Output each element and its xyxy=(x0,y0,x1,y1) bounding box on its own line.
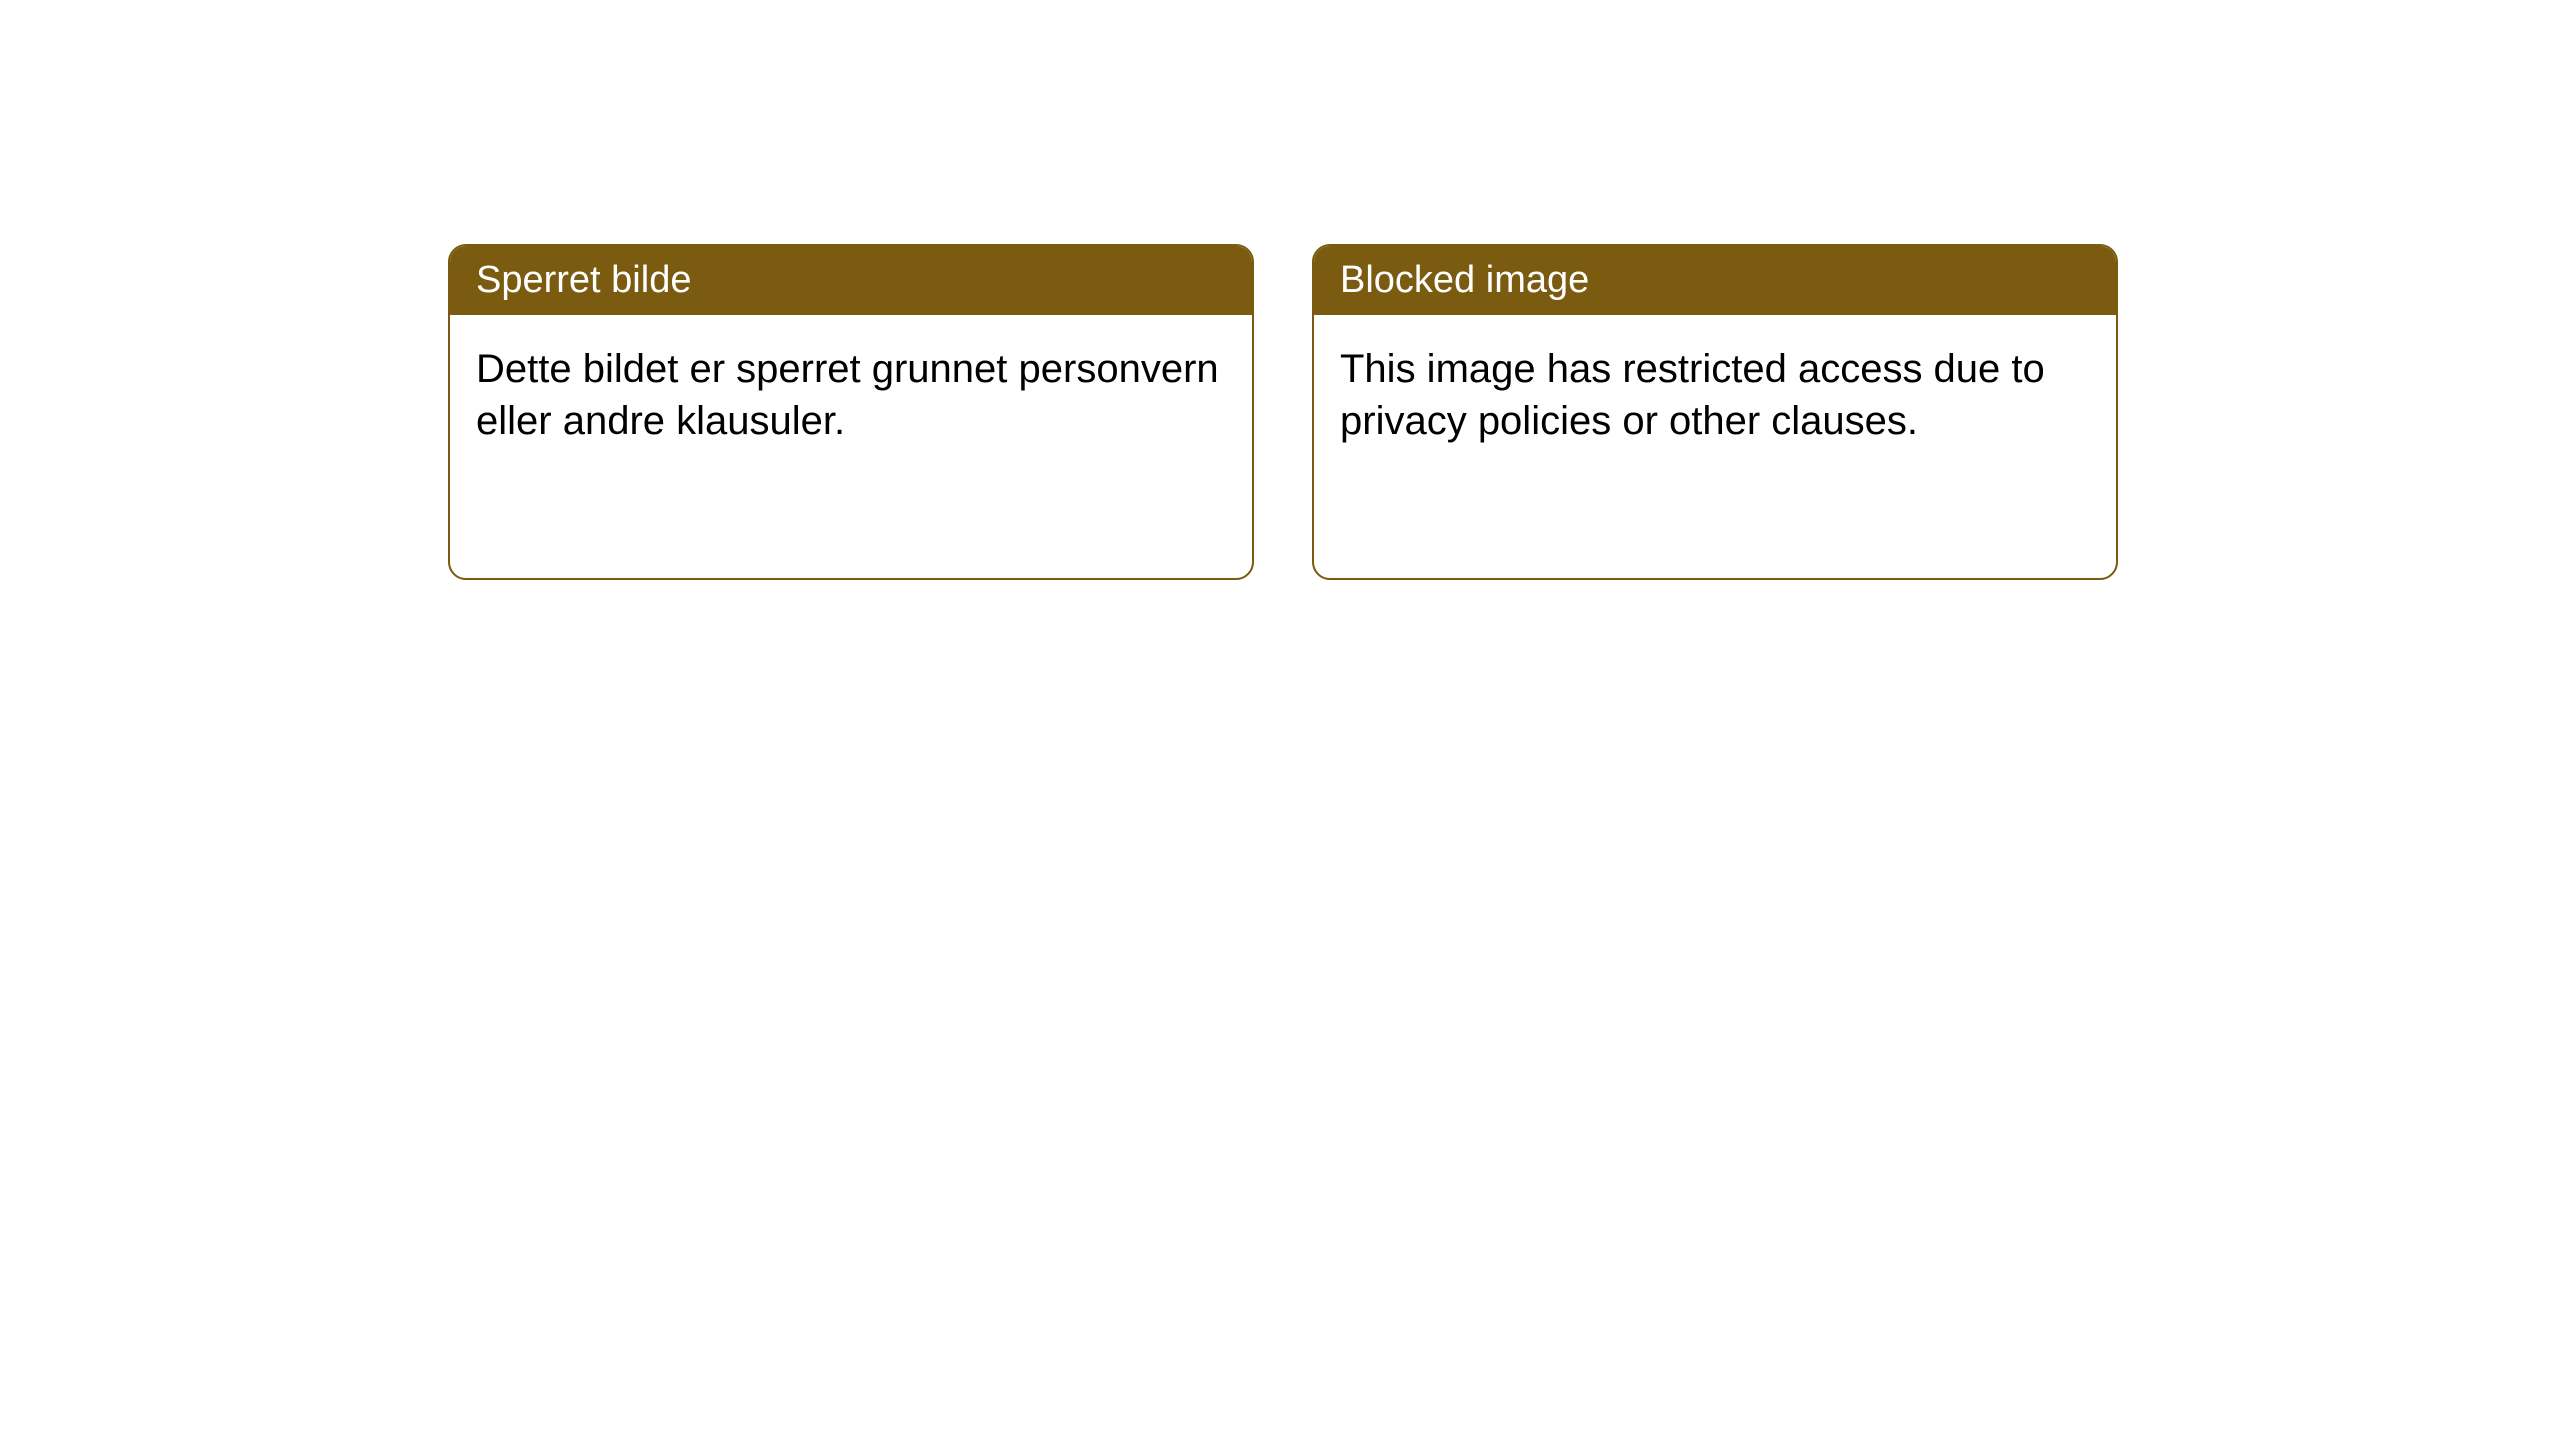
notice-body: This image has restricted access due to … xyxy=(1314,315,2116,475)
notice-body: Dette bildet er sperret grunnet personve… xyxy=(450,315,1252,475)
notice-header: Sperret bilde xyxy=(450,246,1252,315)
notice-card-norwegian: Sperret bilde Dette bildet er sperret gr… xyxy=(448,244,1254,580)
notice-card-english: Blocked image This image has restricted … xyxy=(1312,244,2118,580)
notice-header: Blocked image xyxy=(1314,246,2116,315)
notice-title: Blocked image xyxy=(1340,259,1589,301)
notice-container: Sperret bilde Dette bildet er sperret gr… xyxy=(0,0,2560,580)
notice-message: This image has restricted access due to … xyxy=(1340,347,2045,443)
notice-message: Dette bildet er sperret grunnet personve… xyxy=(476,347,1219,443)
notice-title: Sperret bilde xyxy=(476,259,691,301)
